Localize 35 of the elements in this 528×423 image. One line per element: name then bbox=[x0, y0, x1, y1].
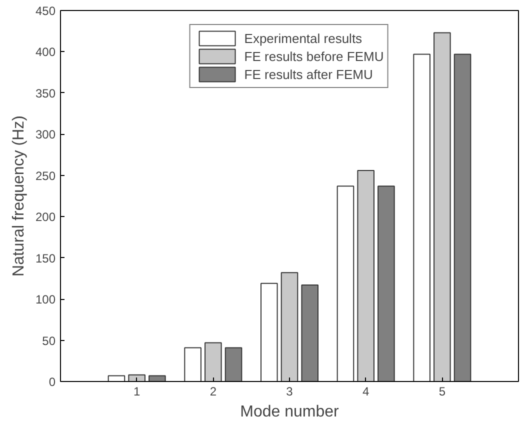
y-tick-label: 200 bbox=[35, 210, 56, 224]
bar bbox=[336, 186, 354, 382]
legend-label: Experimental results bbox=[244, 30, 362, 47]
bar bbox=[108, 375, 126, 382]
bar bbox=[454, 54, 472, 382]
y-tick-label: 300 bbox=[35, 128, 56, 142]
x-tick-label: 2 bbox=[210, 384, 217, 398]
legend-label: FE results after FEMU bbox=[244, 66, 373, 83]
bar bbox=[224, 347, 242, 382]
x-tick-label: 1 bbox=[133, 384, 140, 398]
bar bbox=[413, 54, 430, 382]
bar bbox=[148, 375, 166, 382]
bar bbox=[301, 284, 318, 382]
bar bbox=[260, 282, 278, 382]
y-tick-label: 250 bbox=[35, 168, 56, 183]
y-tick-label: 350 bbox=[35, 86, 56, 100]
bar bbox=[128, 374, 146, 382]
y-tick-label: 100 bbox=[35, 292, 56, 307]
bar bbox=[357, 170, 374, 382]
legend-label: FE results before FEMU bbox=[244, 48, 384, 65]
x-axis-title: Mode number bbox=[240, 404, 340, 420]
bar bbox=[204, 342, 222, 382]
bar bbox=[280, 272, 298, 382]
y-tick-label: 0 bbox=[48, 375, 56, 389]
bar bbox=[378, 186, 395, 382]
x-tick-label: 4 bbox=[362, 384, 370, 398]
bar bbox=[434, 32, 451, 382]
bar bbox=[184, 347, 202, 382]
x-tick-label: 5 bbox=[438, 384, 446, 398]
x-tick-label: 3 bbox=[286, 384, 294, 398]
y-tick-label: 150 bbox=[35, 251, 56, 266]
y-tick-label: 50 bbox=[42, 334, 56, 348]
y-axis-title: Natural frequency (Hz) bbox=[10, 116, 28, 276]
y-tick-label: 400 bbox=[35, 45, 56, 60]
y-tick-label: 450 bbox=[35, 4, 56, 18]
